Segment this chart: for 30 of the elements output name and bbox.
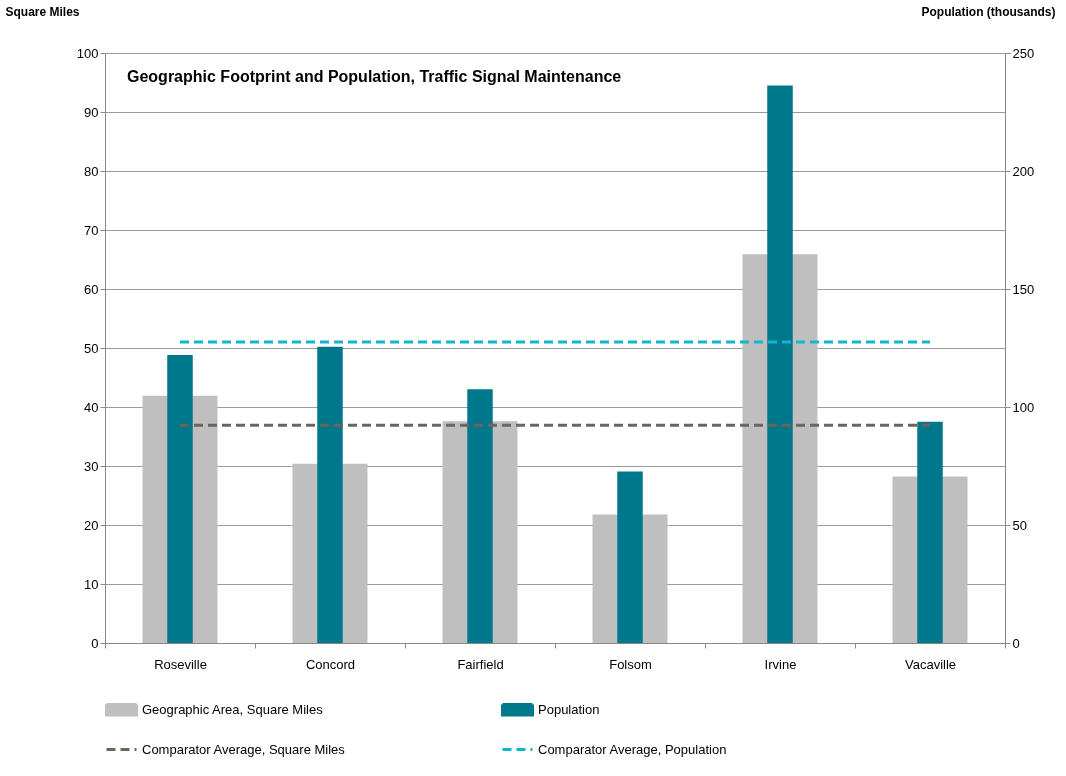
y-tick-label: 80 [84, 163, 99, 179]
legend-label: Geographic Area, Square Miles [142, 701, 324, 717]
y2-tick-label: 50 [1012, 517, 1027, 533]
y-axis-title: Square Miles [5, 4, 80, 19]
y-tick-label: 30 [84, 458, 99, 474]
x-tick-label: Roseville [154, 656, 207, 672]
legend-label: Comparator Average, Population [538, 741, 727, 757]
y-tick-label: 70 [84, 222, 99, 238]
y2-tick-label: 0 [1012, 635, 1020, 651]
y2-axis-title: Population (thousands) [921, 4, 1056, 19]
y-tick-label: 0 [91, 635, 99, 651]
y-tick-label: 50 [84, 340, 99, 356]
x-tick-label: Irvine [764, 656, 797, 672]
y-tick-label: 60 [84, 281, 99, 297]
x-tick-label: Fairfield [457, 656, 504, 672]
x-tick-label: Vacaville [904, 656, 957, 672]
x-tick-label: Concord [305, 656, 356, 672]
y-tick-label: 100 [76, 45, 99, 61]
y2-tick-label: 200 [1012, 163, 1035, 179]
y-tick-label: 40 [84, 399, 99, 415]
text: Geographic Footprint and Population, Traffic Signal Maintenance [127, 68, 622, 85]
x-tick-label: Folsom [609, 656, 652, 672]
y-tick-label: 10 [84, 576, 99, 592]
legend-label: Population [538, 701, 600, 717]
y2-tick-label: 100 [1012, 399, 1035, 415]
y-tick-label: 20 [84, 517, 99, 533]
y2-tick-label: 150 [1012, 281, 1035, 297]
y2-tick-label: 250 [1012, 45, 1035, 61]
legend-label: Comparator Average, Square Miles [142, 741, 346, 757]
y-tick-label: 90 [84, 104, 99, 120]
